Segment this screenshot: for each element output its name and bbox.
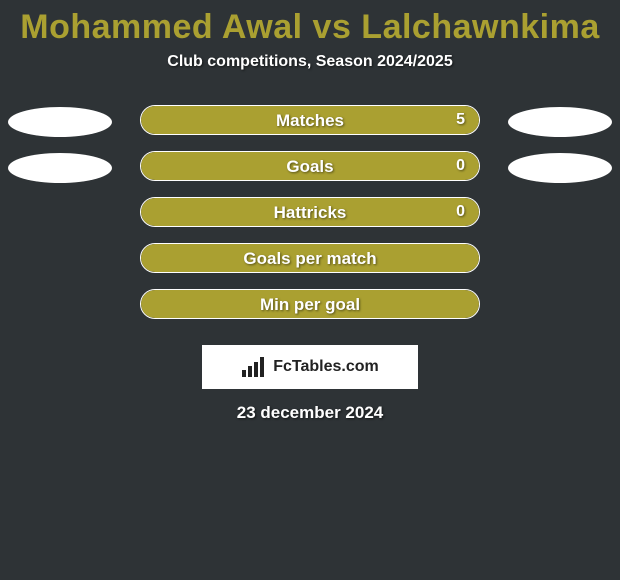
stat-row: Hattricks 0: [0, 193, 620, 239]
stat-bar: Matches 5: [140, 105, 480, 135]
stat-bar: Goals 0: [140, 151, 480, 181]
stat-row: Min per goal: [0, 285, 620, 331]
stat-label: Goals per match: [243, 249, 376, 269]
logo-text: FcTables.com: [273, 358, 379, 376]
right-ellipse: [508, 153, 612, 183]
bars-icon: [241, 356, 267, 378]
logo-box: FcTables.com: [202, 345, 418, 389]
stats-area: Matches 5 Goals 0 Hattricks 0 Goals per match M…: [0, 101, 620, 331]
page-subtitle: Club competitions, Season 2024/2025: [0, 53, 620, 71]
stat-value-right: 5: [456, 111, 465, 129]
stat-label: Min per goal: [260, 295, 360, 315]
stat-row: Matches 5: [0, 101, 620, 147]
stat-value-right: 0: [456, 157, 465, 175]
right-ellipse: [508, 107, 612, 137]
stat-label: Hattricks: [274, 203, 347, 223]
stat-bar: Goals per match: [140, 243, 480, 273]
stat-bar: Min per goal: [140, 289, 480, 319]
stat-label: Matches: [276, 111, 344, 131]
page-title: Mohammed Awal vs Lalchawnkima: [0, 0, 620, 53]
left-ellipse: [8, 153, 112, 183]
left-ellipse: [8, 107, 112, 137]
page-root: Mohammed Awal vs Lalchawnkima Club compe…: [0, 0, 620, 580]
stat-label: Goals: [286, 157, 333, 177]
stat-value-right: 0: [456, 203, 465, 221]
date-text: 23 december 2024: [0, 403, 620, 423]
stat-row: Goals per match: [0, 239, 620, 285]
stat-row: Goals 0: [0, 147, 620, 193]
stat-bar: Hattricks 0: [140, 197, 480, 227]
